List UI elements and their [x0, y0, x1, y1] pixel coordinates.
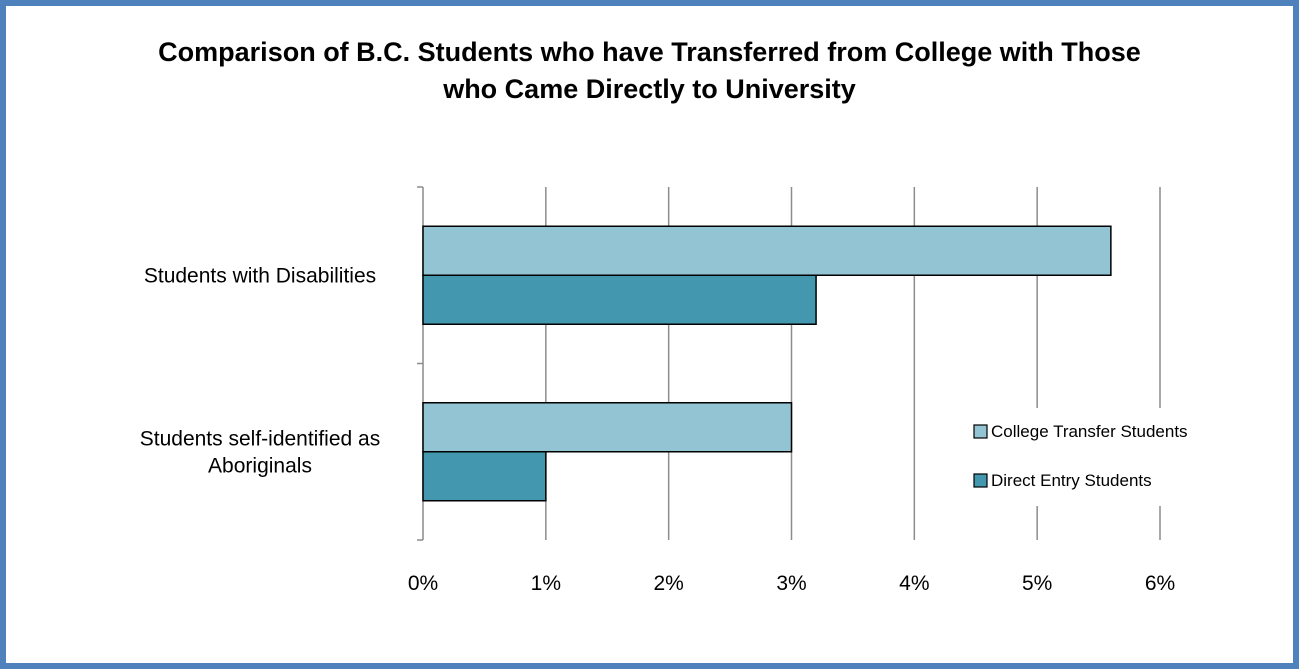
- x-tick-label: 6%: [1145, 572, 1175, 595]
- x-tick-label: 5%: [1022, 572, 1052, 595]
- category-label: Aboriginals: [208, 454, 312, 477]
- legend-background: [962, 408, 1224, 506]
- legend-label: College Transfer Students: [991, 422, 1188, 441]
- bar: [422, 451, 547, 502]
- x-tick-label: 4%: [899, 572, 929, 595]
- legend-label: Direct Entry Students: [991, 471, 1152, 490]
- bar: [422, 402, 793, 453]
- bar: [422, 274, 817, 325]
- category-label: Students self-identified as: [140, 427, 380, 450]
- x-tick-label: 0%: [408, 572, 438, 595]
- chart-title: Comparison of B.C. Students who have Tra…: [0, 34, 1299, 108]
- legend-swatch: [973, 473, 988, 488]
- chart-title-line-1: Comparison of B.C. Students who have Tra…: [158, 37, 1141, 67]
- category-label: Students with Disabilities: [144, 264, 376, 287]
- bar: [422, 225, 1112, 276]
- x-tick-label: 1%: [531, 572, 561, 595]
- x-tick-label: 2%: [653, 572, 683, 595]
- x-tick-label: 3%: [776, 572, 806, 595]
- legend-swatch: [973, 424, 988, 439]
- chart-title-line-2: who Came Directly to University: [443, 74, 856, 104]
